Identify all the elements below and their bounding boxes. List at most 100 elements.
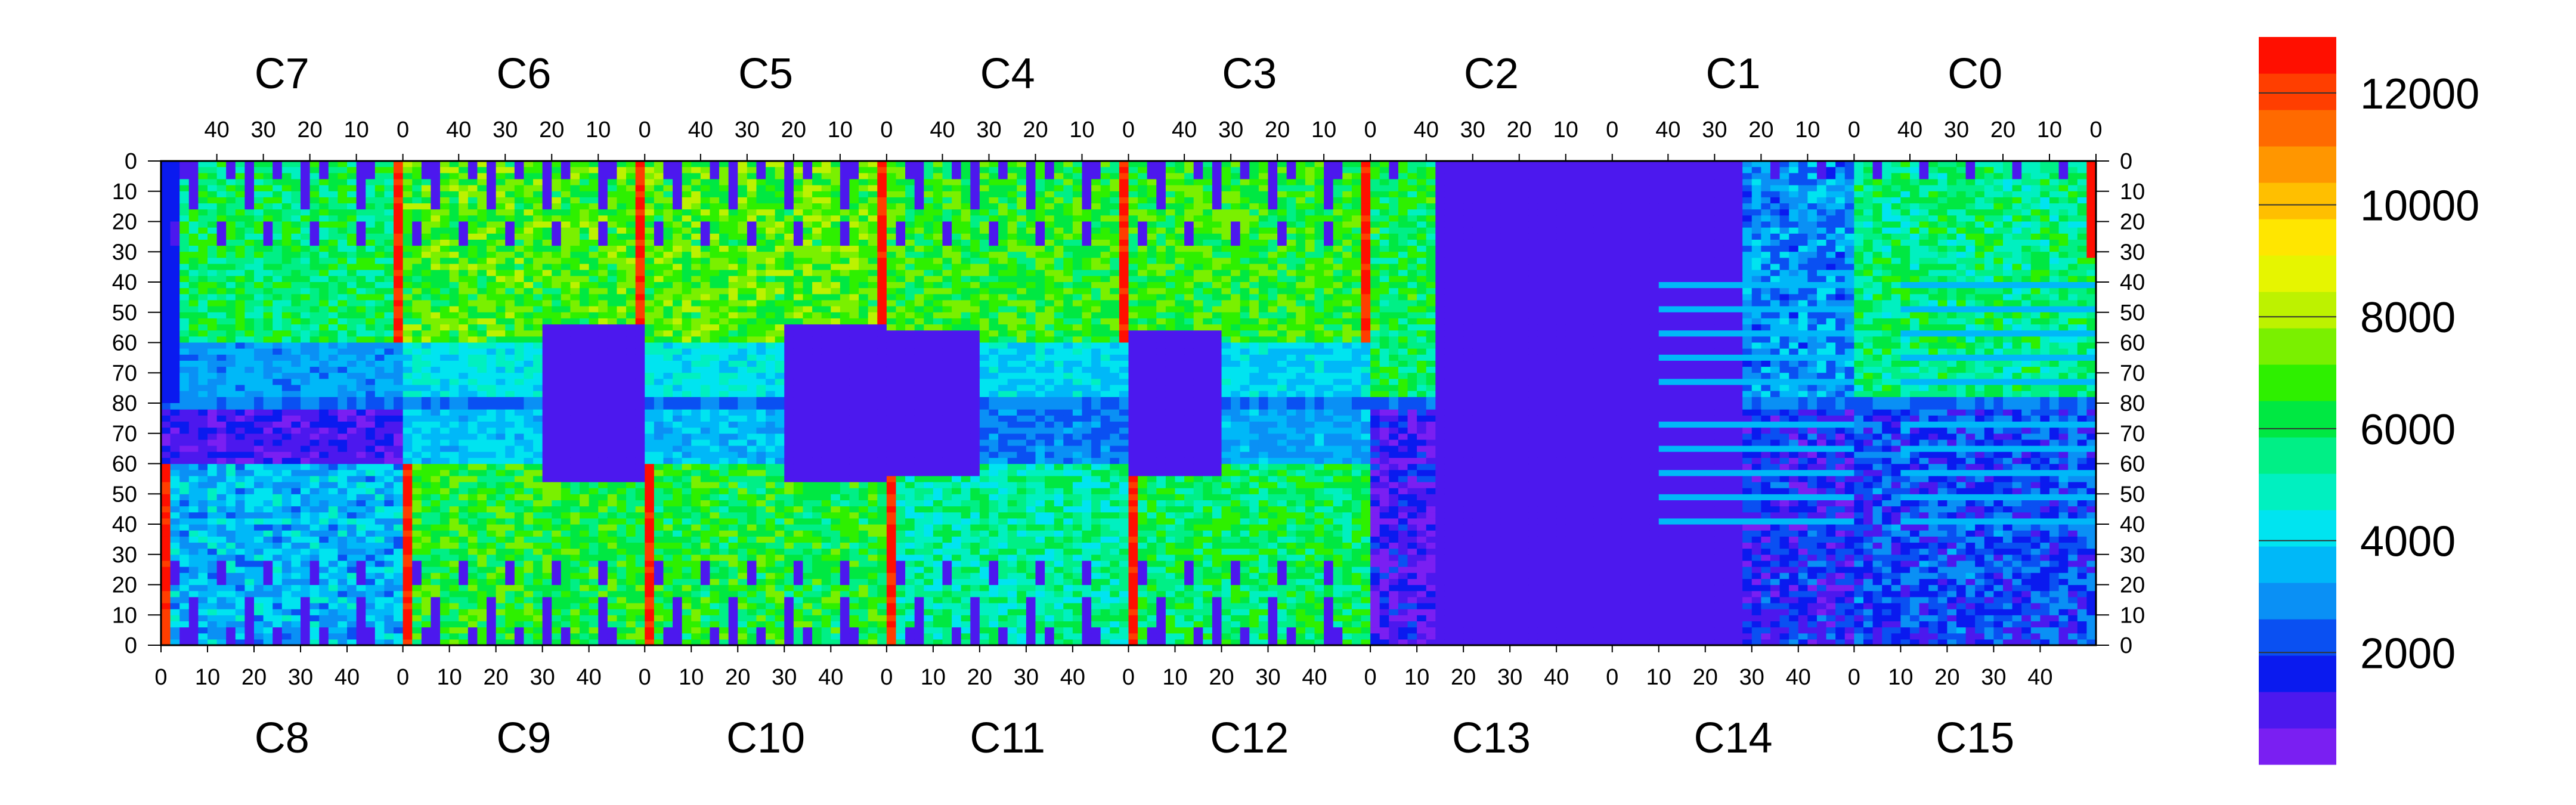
heatmap-cell <box>273 246 283 252</box>
heatmap-cell <box>942 264 952 271</box>
heatmap-cell <box>496 173 506 180</box>
heatmap-cell <box>914 306 924 313</box>
heatmap-cell <box>263 354 273 361</box>
heatmap-cell <box>384 233 394 240</box>
heatmap-cell <box>514 360 525 367</box>
heatmap-cell <box>654 294 664 301</box>
heatmap-cell <box>645 360 655 367</box>
heatmap-cell <box>1072 354 1083 361</box>
heatmap-cell <box>1240 258 1250 265</box>
heatmap-cell <box>580 288 590 295</box>
heatmap-cell <box>952 209 962 216</box>
heatmap-cell <box>1007 203 1017 210</box>
heatmap-cell <box>710 336 720 343</box>
heatmap-cell <box>728 367 738 373</box>
heatmap-cell <box>598 385 608 392</box>
heatmap-cell <box>356 209 366 216</box>
heatmap-cell <box>570 258 580 265</box>
heatmap-cell <box>1277 342 1287 349</box>
heatmap-cell <box>467 233 478 240</box>
heatmap-cell <box>607 367 618 373</box>
heatmap-cell <box>607 264 618 271</box>
heatmap-cell <box>291 197 301 204</box>
heatmap-cell <box>273 367 283 373</box>
heatmap-cell <box>952 227 962 234</box>
heatmap-cell <box>514 330 525 337</box>
heatmap-cell <box>1305 197 1315 204</box>
heatmap-cell <box>719 209 729 216</box>
heatmap-cell <box>812 258 822 265</box>
heatmap-cell <box>208 209 218 216</box>
heatmap-cell <box>1100 203 1110 210</box>
heatmap-cell <box>635 233 645 240</box>
heatmap-cell <box>775 258 785 265</box>
heatmap-cell <box>254 342 264 349</box>
heatmap-cell <box>821 227 831 234</box>
heatmap-cell <box>291 275 301 283</box>
heatmap-cell <box>719 300 729 307</box>
heatmap-cell <box>1026 167 1036 174</box>
heatmap-cell <box>1286 312 1296 319</box>
heatmap-cell <box>924 342 934 349</box>
heatmap-cell <box>766 246 776 252</box>
heatmap-cell <box>654 209 664 216</box>
heatmap-cell <box>347 282 357 289</box>
heatmap-cell <box>673 252 683 258</box>
heatmap-cell <box>1165 252 1176 258</box>
heatmap-cell <box>654 367 664 373</box>
heatmap-cell <box>859 246 869 252</box>
heatmap-cell <box>747 197 757 204</box>
heatmap-cell <box>319 360 329 367</box>
heatmap-cell <box>1193 275 1203 283</box>
heatmap-cell <box>1063 258 1073 265</box>
heatmap-cell <box>431 179 441 186</box>
heatmap-cell <box>831 385 841 392</box>
heatmap-cell <box>1119 379 1129 386</box>
heatmap-cell <box>998 179 1008 186</box>
heatmap-cell <box>1026 191 1036 198</box>
heatmap-cell <box>374 215 385 222</box>
heatmap-cell <box>886 167 897 174</box>
heatmap-cell <box>952 197 962 204</box>
heatmap-cell <box>188 221 199 228</box>
heatmap-cell <box>384 300 394 307</box>
heatmap-cell <box>347 342 357 349</box>
heatmap-cell <box>1156 252 1166 258</box>
heatmap-cell <box>1221 167 1231 174</box>
heatmap-cell <box>198 385 208 392</box>
heatmap-cell <box>607 354 618 361</box>
heatmap-cell <box>216 379 227 386</box>
heatmap-cell <box>756 239 766 246</box>
heatmap-cell <box>412 348 422 355</box>
heatmap-cell <box>273 312 283 319</box>
heatmap-cell <box>291 306 301 313</box>
heatmap-cell <box>1203 173 1213 180</box>
heatmap-cell <box>394 312 404 319</box>
heatmap-cell <box>170 367 180 373</box>
heatmap-cell <box>1258 179 1269 186</box>
heatmap-cell <box>235 173 246 180</box>
heatmap-cell <box>291 264 301 271</box>
heatmap-cell <box>374 203 385 210</box>
heatmap-cell <box>840 221 850 228</box>
heatmap-cell <box>1249 342 1259 349</box>
heatmap-cell <box>784 203 794 210</box>
heatmap-cell <box>812 209 822 216</box>
heatmap-cell <box>1221 239 1231 246</box>
heatmap-cell <box>1100 239 1110 246</box>
heatmap-cell <box>859 239 869 246</box>
heatmap-cell <box>188 330 199 337</box>
heatmap-cell <box>1110 258 1120 265</box>
heatmap-cell <box>1203 246 1213 252</box>
heatmap-cell <box>1231 367 1241 373</box>
heatmap-cell <box>291 324 301 331</box>
heatmap-cell <box>524 342 534 349</box>
heatmap-cell <box>374 336 385 343</box>
heatmap-cell <box>1091 215 1101 222</box>
heatmap-cell <box>1249 318 1259 325</box>
heatmap-cell <box>328 258 339 265</box>
heatmap-cell <box>747 336 757 343</box>
heatmap-cell <box>598 348 608 355</box>
heatmap-cell <box>1258 282 1269 289</box>
heatmap-cell <box>840 185 850 192</box>
